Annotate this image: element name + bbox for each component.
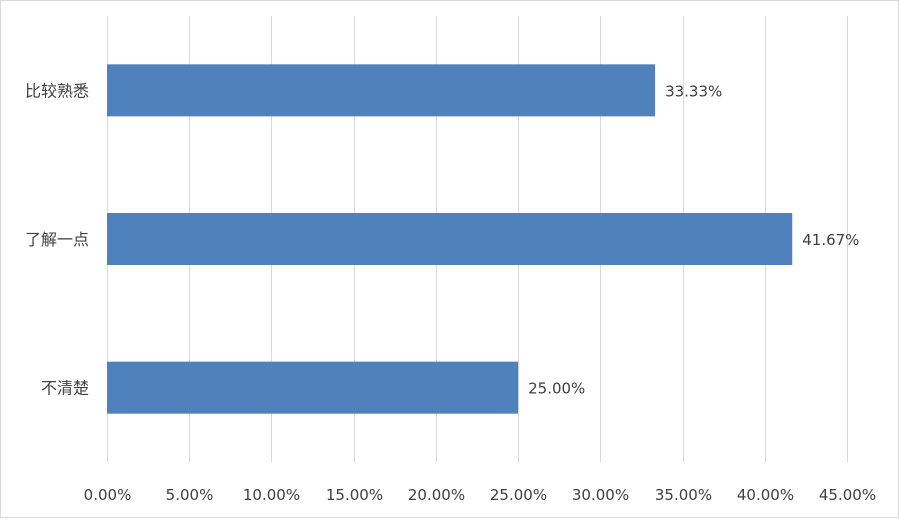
x-tick-label: 35.00% (655, 486, 712, 504)
x-tick-label: 5.00% (166, 486, 214, 504)
data-label: 25.00% (528, 380, 585, 398)
bar (107, 361, 519, 414)
x-tick-label: 30.00% (572, 486, 629, 504)
data-label: 33.33% (665, 82, 722, 100)
x-tick-label: 10.00% (243, 486, 300, 504)
data-label: 41.67% (802, 231, 859, 249)
x-tick-label: 0.00% (84, 486, 132, 504)
x-tick-label: 20.00% (408, 486, 465, 504)
category-label: 不清楚 (41, 379, 89, 398)
bar (107, 64, 656, 117)
data-labels: 33.33% 41.67% 25.00% (528, 82, 859, 397)
bar (107, 213, 793, 265)
x-tick-label: 40.00% (737, 486, 794, 504)
bars (107, 64, 793, 414)
x-tick-label: 15.00% (326, 486, 383, 504)
x-tick-label: 25.00% (490, 486, 547, 504)
category-label: 了解一点 (25, 230, 89, 249)
x-tick-labels: 0.00% 5.00% 10.00% 15.00% 20.00% 25.00% 30.00%… (84, 486, 876, 504)
category-label: 比较熟悉 (25, 81, 89, 100)
x-tick-label: 45.00% (819, 486, 876, 504)
